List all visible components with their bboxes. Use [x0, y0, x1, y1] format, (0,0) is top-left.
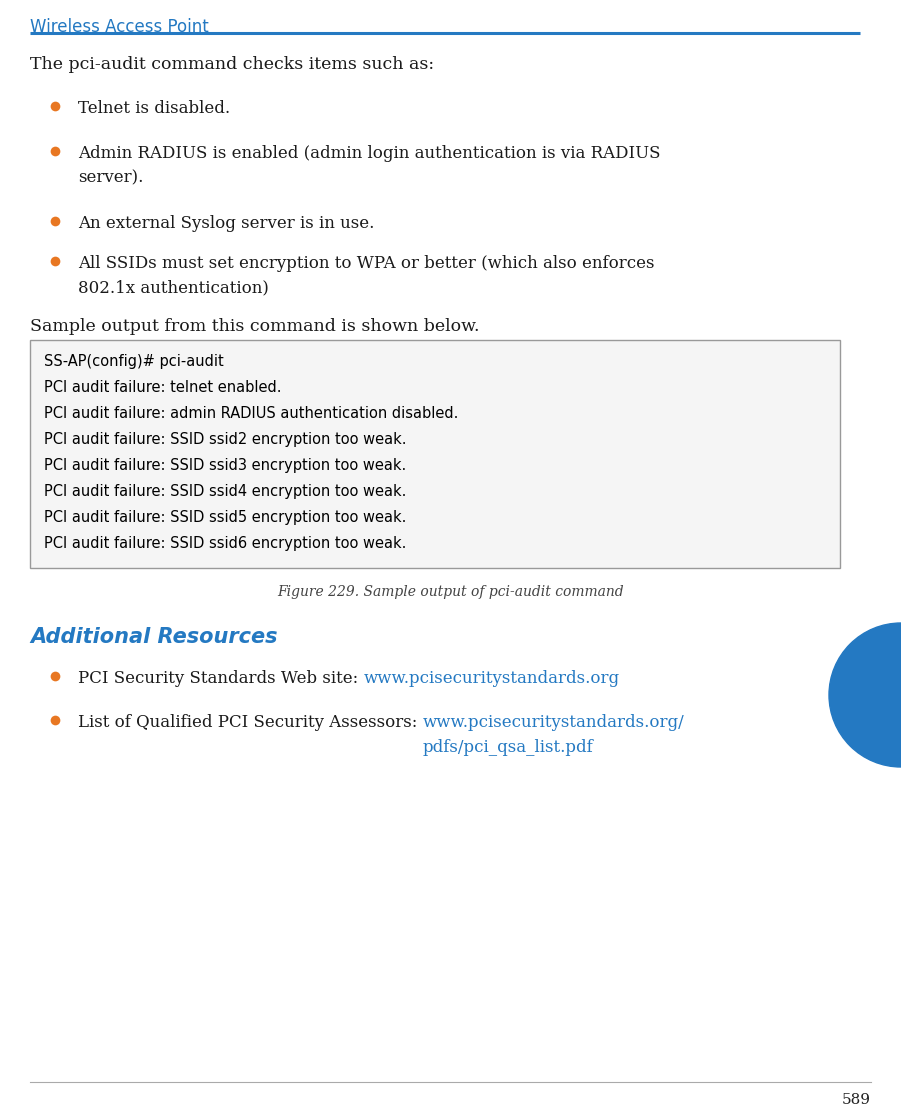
Text: Additional Resources: Additional Resources — [30, 627, 278, 647]
Text: 589: 589 — [842, 1093, 871, 1107]
Text: PCI audit failure: SSID ssid3 encryption too weak.: PCI audit failure: SSID ssid3 encryption… — [44, 458, 406, 473]
Text: PCI audit failure: SSID ssid2 encryption too weak.: PCI audit failure: SSID ssid2 encryption… — [44, 432, 406, 447]
Text: Sample output from this command is shown below.: Sample output from this command is shown… — [30, 317, 479, 335]
Text: PCI audit failure: telnet enabled.: PCI audit failure: telnet enabled. — [44, 380, 281, 395]
Text: An external Syslog server is in use.: An external Syslog server is in use. — [78, 215, 375, 232]
FancyBboxPatch shape — [30, 340, 840, 568]
Text: PCI audit failure: SSID ssid5 encryption too weak.: PCI audit failure: SSID ssid5 encryption… — [44, 509, 406, 525]
Text: The pci-audit command checks items such as:: The pci-audit command checks items such … — [30, 56, 434, 73]
Text: PCI audit failure: SSID ssid4 encryption too weak.: PCI audit failure: SSID ssid4 encryption… — [44, 484, 406, 500]
Text: Telnet is disabled.: Telnet is disabled. — [78, 100, 230, 117]
Text: PCI audit failure: admin RADIUS authentication disabled.: PCI audit failure: admin RADIUS authenti… — [44, 406, 459, 421]
Text: PCI audit failure: SSID ssid6 encryption too weak.: PCI audit failure: SSID ssid6 encryption… — [44, 536, 406, 551]
Text: SS-AP(config)# pci-audit: SS-AP(config)# pci-audit — [44, 354, 223, 369]
Text: www.pcisecuritystandards.org/
pdfs/pci_qsa_list.pdf: www.pcisecuritystandards.org/ pdfs/pci_q… — [423, 714, 685, 756]
Text: List of Qualified PCI Security Assessors:: List of Qualified PCI Security Assessors… — [78, 714, 423, 731]
Wedge shape — [829, 623, 901, 767]
Text: Figure 229. Sample output of pci-audit command: Figure 229. Sample output of pci-audit c… — [278, 585, 623, 599]
Text: All SSIDs must set encryption to WPA or better (which also enforces
802.1x authe: All SSIDs must set encryption to WPA or … — [78, 255, 654, 296]
Text: www.pcisecuritystandards.org: www.pcisecuritystandards.org — [363, 670, 620, 687]
Text: PCI Security Standards Web site:: PCI Security Standards Web site: — [78, 670, 363, 687]
Text: Admin RADIUS is enabled (admin login authentication is via RADIUS
server).: Admin RADIUS is enabled (admin login aut… — [78, 145, 660, 186]
Text: Wireless Access Point: Wireless Access Point — [30, 18, 209, 36]
